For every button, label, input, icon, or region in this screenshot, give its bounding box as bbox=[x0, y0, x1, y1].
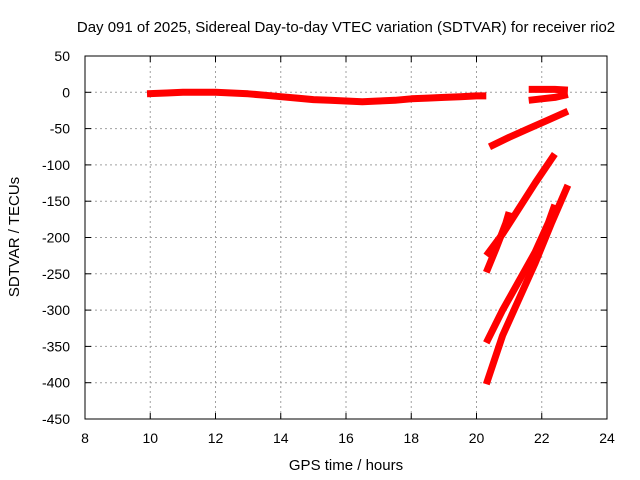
x-tick-label: 22 bbox=[534, 430, 550, 446]
x-tick-label: 12 bbox=[208, 430, 224, 446]
series-line-8 bbox=[482, 183, 572, 386]
series-line-2 bbox=[528, 85, 569, 94]
series-line-4 bbox=[487, 108, 570, 150]
x-tick-label: 20 bbox=[469, 430, 485, 446]
grid-lines bbox=[85, 56, 607, 419]
y-tick-label: 0 bbox=[62, 84, 70, 100]
y-tick-label: -400 bbox=[42, 375, 70, 391]
y-tick-label: -50 bbox=[50, 121, 70, 137]
y-tick-label: -350 bbox=[42, 338, 70, 354]
y-tick-label: -450 bbox=[42, 411, 70, 427]
y-axis-label: SDTVAR / TECUs bbox=[6, 177, 23, 297]
x-axis-label: GPS time / hours bbox=[289, 457, 403, 474]
axis-ticks bbox=[84, 55, 608, 420]
y-tick-label: -300 bbox=[42, 302, 70, 318]
x-tick-label: 10 bbox=[142, 430, 158, 446]
x-tick-label: 8 bbox=[81, 430, 89, 446]
y-tick-label: 50 bbox=[54, 48, 70, 64]
series-line-6 bbox=[483, 211, 513, 274]
y-tick-labels: 50 0 -50 -100 -150 -200 -250 -300 -350 -400 -450 bbox=[42, 48, 70, 427]
y-tick-label: -150 bbox=[42, 193, 70, 209]
y-tick-label: -100 bbox=[42, 157, 70, 173]
x-tick-label: 14 bbox=[273, 430, 289, 446]
x-tick-label: 18 bbox=[403, 430, 419, 446]
y-tick-label: -200 bbox=[42, 230, 70, 246]
data-series bbox=[146, 85, 572, 386]
x-tick-label: 16 bbox=[338, 430, 354, 446]
chart-title: Day 091 of 2025, Sidereal Day-to-day VTE… bbox=[77, 19, 615, 36]
x-tick-label: 24 bbox=[599, 430, 615, 446]
x-tick-labels: 8 10 12 14 16 18 20 22 24 bbox=[81, 430, 615, 446]
series-line-1 bbox=[146, 88, 487, 106]
series-line-3 bbox=[528, 91, 569, 104]
y-tick-label: -250 bbox=[42, 266, 70, 282]
